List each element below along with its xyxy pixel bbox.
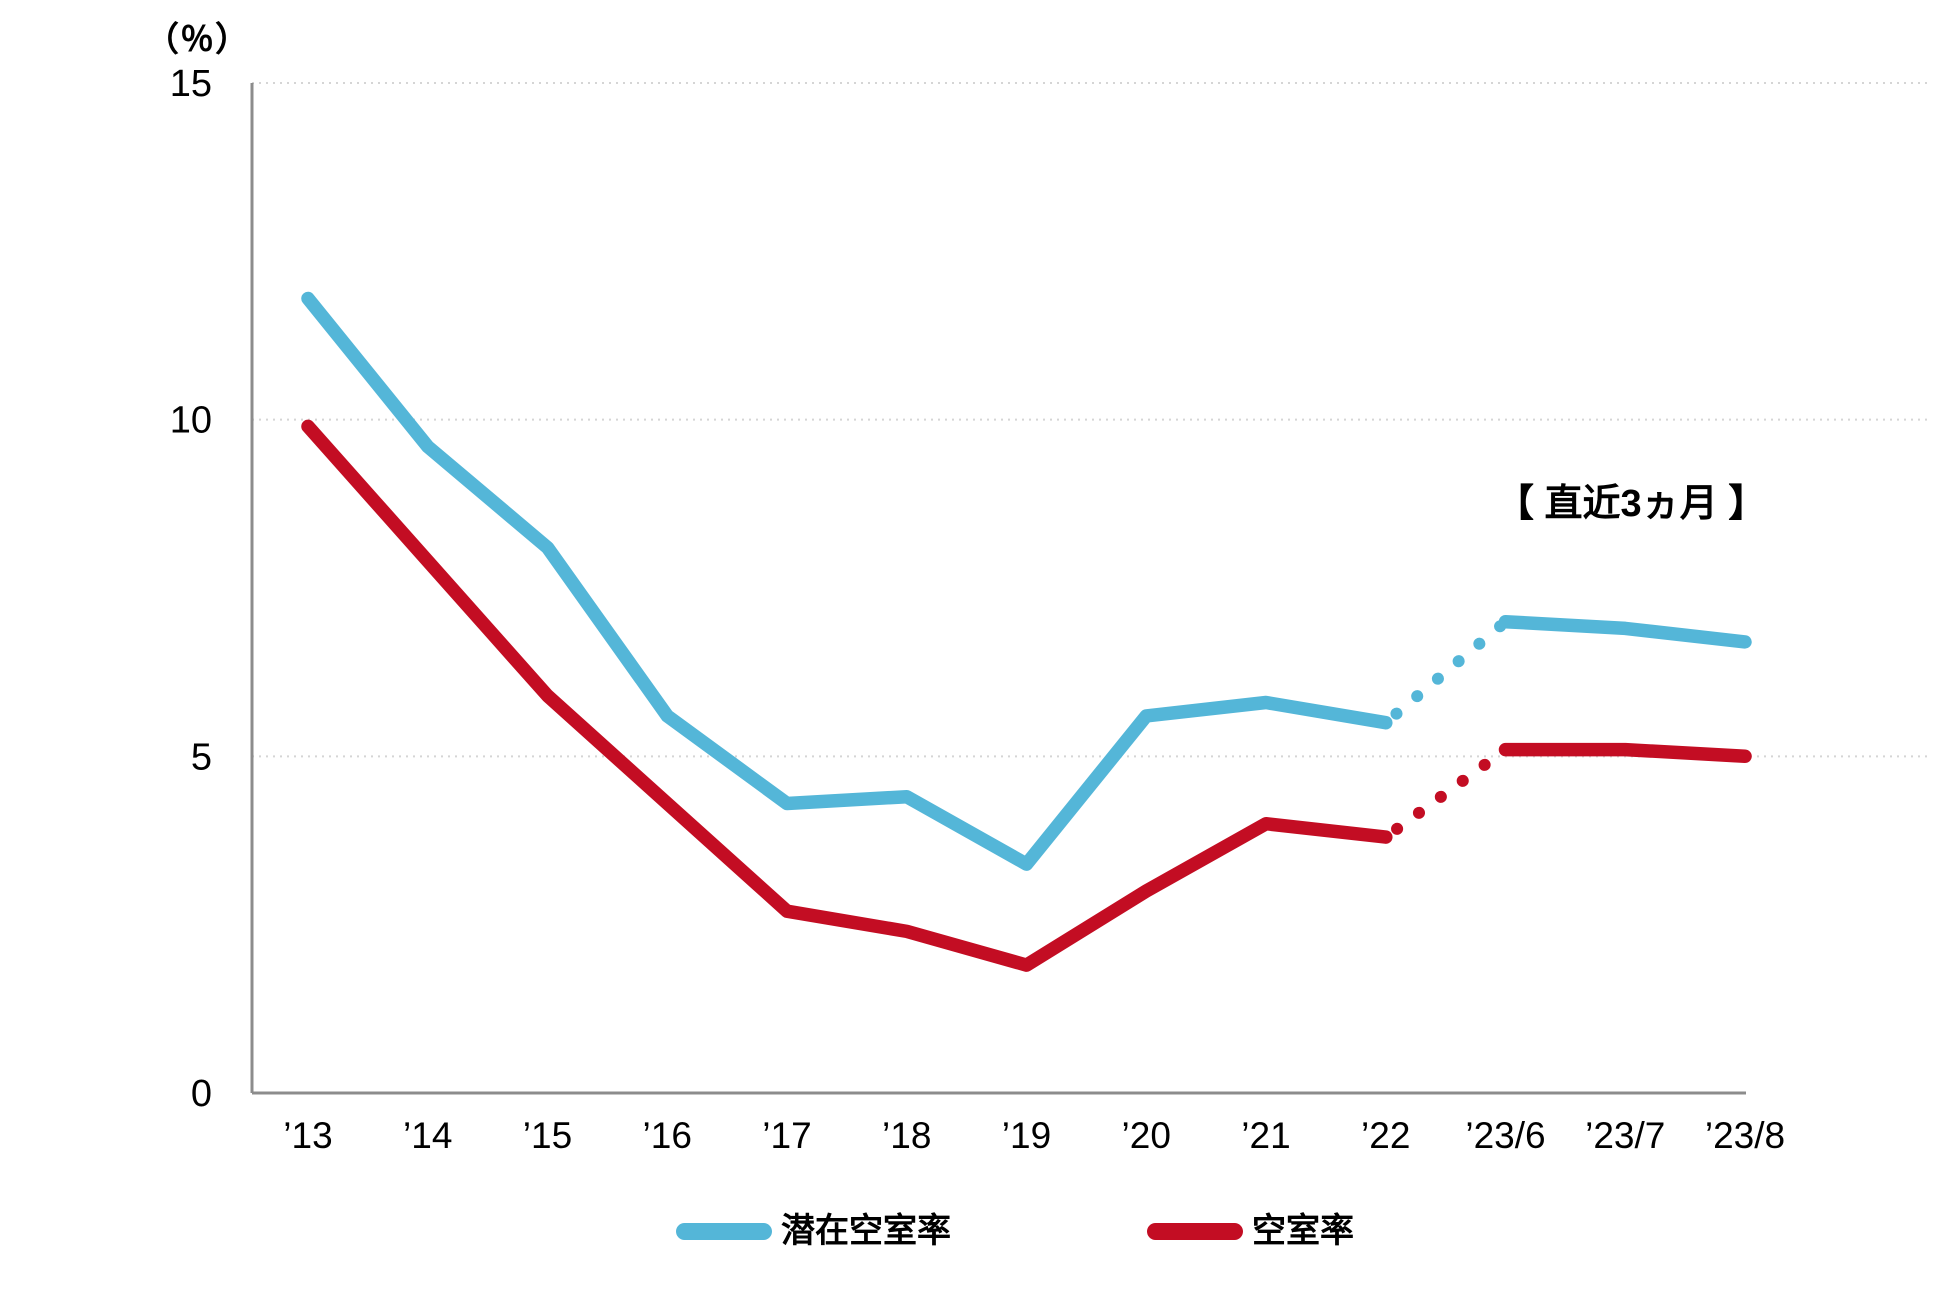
legend-label-potential-vacancy: 潜在空室率	[781, 1212, 951, 1250]
y-tick-label-10: 10	[170, 400, 212, 442]
series-line-solid-left-空室率	[301, 419, 1393, 972]
x-tick-label-5: ’17	[762, 1115, 811, 1156]
series-line-solid-right-空室率	[1498, 742, 1752, 764]
x-tick-label-10: ’22	[1361, 1115, 1410, 1156]
legend-swatch-vacancy-line	[1147, 1222, 1243, 1240]
x-tick-label-13: ’23/8	[1705, 1115, 1785, 1156]
x-tick-label-11: ’23/6	[1465, 1115, 1545, 1156]
legend-item-potential-vacancy: 潜在空室率	[676, 1212, 951, 1250]
series-line-solid-left-潜在空室率	[301, 291, 1393, 871]
y-tick-label-15: 15	[170, 63, 212, 105]
y-axis-unit-label: （％）	[145, 21, 250, 59]
x-tick-label-6: ’18	[882, 1115, 931, 1156]
x-tick-label-4: ’16	[643, 1115, 692, 1156]
x-tick-label-3: ’15	[523, 1115, 572, 1156]
legend-item-vacancy: 空室率	[1147, 1212, 1354, 1250]
series-line-solid-right-潜在空室率	[1498, 614, 1752, 649]
x-tick-label-2: ’14	[403, 1115, 452, 1156]
y-tick-label-5: 5	[191, 736, 212, 778]
x-tick-label-12: ’23/7	[1585, 1115, 1665, 1156]
legend: 潜在空室率 空室率	[676, 1212, 1354, 1250]
recent-3-months-annotation: 【 直近3ヵ月 】	[1496, 483, 1767, 525]
x-tick-label-8: ’20	[1122, 1115, 1171, 1156]
x-tick-label-1: ’13	[283, 1115, 332, 1156]
x-tick-label-9: ’21	[1241, 1115, 1290, 1156]
series-line-dotted-潜在空室率	[1379, 615, 1512, 729]
legend-label-vacancy: 空室率	[1252, 1212, 1354, 1250]
series-line-dotted-空室率	[1379, 743, 1512, 844]
y-tick-label-0: 0	[191, 1073, 212, 1115]
legend-swatch-potential-vacancy-line	[676, 1222, 772, 1240]
x-tick-label-7: ’19	[1002, 1115, 1051, 1156]
